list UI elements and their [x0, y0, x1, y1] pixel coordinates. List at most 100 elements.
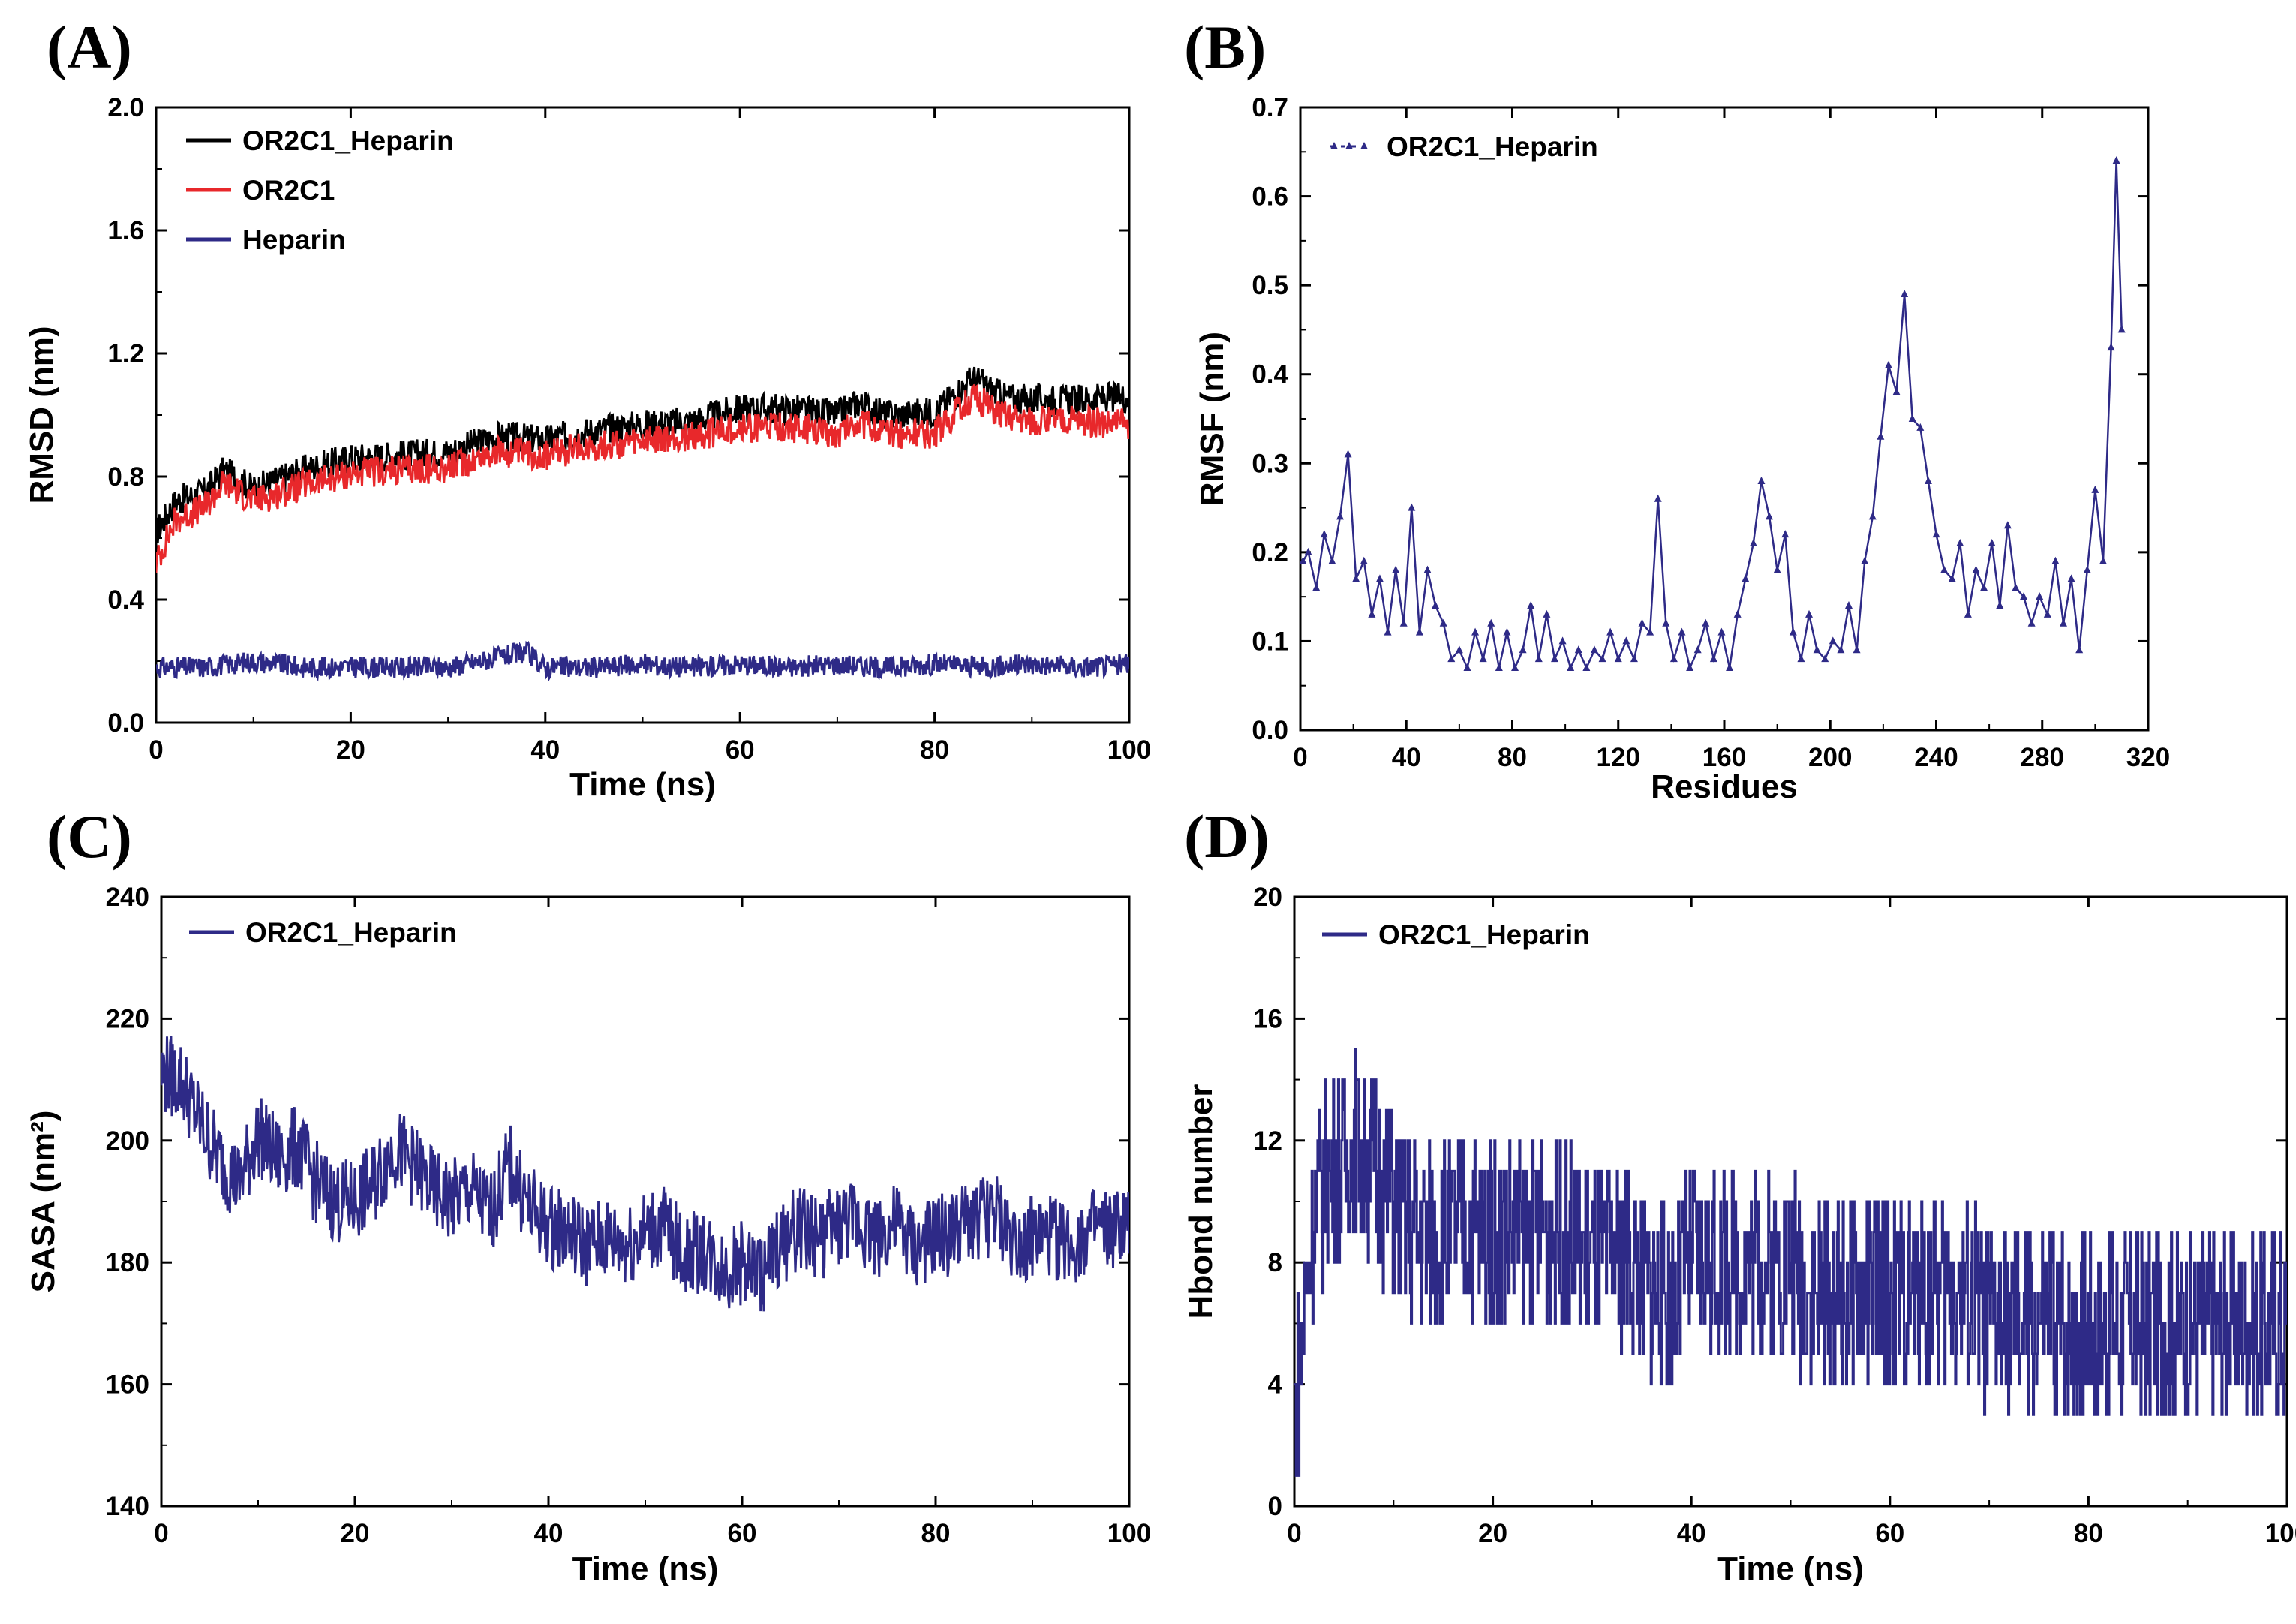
data-point-marker [1408, 503, 1416, 511]
data-point-marker [1622, 636, 1630, 645]
x-tick-label: 60 [728, 1519, 757, 1548]
y-tick-label: 0.6 [1252, 182, 1288, 212]
data-point-marker [1805, 609, 1813, 618]
x-tick-label: 40 [530, 735, 560, 765]
plot-frame [1299, 106, 2150, 732]
data-point-marker [1646, 627, 1654, 636]
data-point-marker [1884, 360, 1892, 368]
data-point-marker [1479, 654, 1487, 663]
data-point-marker [1511, 663, 1519, 671]
x-tick-label: 80 [2074, 1519, 2103, 1548]
legend-marker [1330, 142, 1338, 149]
data-point-marker [1304, 547, 1312, 555]
series-line-or2c1-heparin [1302, 161, 2123, 671]
y-tick-label: 0 [1268, 1492, 1282, 1521]
chart-c-sasa: 0 20 40 60 80 100 140 160 180 200 220 240 Time (ns) S… [25, 883, 1151, 1587]
data-point-marker [1686, 663, 1694, 671]
data-point-marker [1439, 618, 1447, 627]
data-point-marker [1829, 636, 1837, 645]
data-point-marker [1901, 290, 1909, 297]
y-tick-label: 0.3 [1252, 449, 1288, 478]
panel-label-c: (C) [47, 802, 132, 871]
data-point-marker [1877, 432, 1885, 440]
data-point-marker [1766, 512, 1774, 520]
data-point-marker [2036, 592, 2044, 600]
y-tick-label: 200 [106, 1126, 149, 1156]
data-point-marker [1669, 654, 1678, 663]
data-point-marker [1861, 556, 1869, 564]
data-point-marker [1678, 627, 1686, 636]
legend-label: OR2C1_Heparin [1378, 919, 1590, 950]
data-point-marker [1519, 645, 1527, 654]
data-point-marker [1328, 556, 1336, 564]
data-point-marker [1892, 387, 1901, 395]
legend-label: Heparin [242, 224, 346, 255]
data-point-marker [1415, 627, 1423, 636]
y-tick-label: 0.4 [1252, 360, 1288, 389]
data-point-marker [1813, 645, 1821, 654]
data-point-marker [1630, 654, 1638, 663]
data-point-marker [1693, 645, 1702, 654]
data-point-marker [1742, 574, 1750, 582]
y-tick-label: 140 [106, 1492, 149, 1521]
y-tick-label: 220 [106, 1004, 149, 1033]
data-point-marker [1344, 450, 1352, 458]
data-point-marker [1495, 663, 1503, 671]
data-point-marker [1384, 627, 1392, 636]
x-tick-label: 20 [336, 735, 365, 765]
data-point-marker [1726, 663, 1734, 671]
panel-label-d: (D) [1184, 802, 1270, 871]
y-tick-label: 160 [106, 1370, 149, 1400]
y-axis-title: RMSF (nm) [1194, 332, 1231, 506]
data-point-marker [1551, 654, 1558, 663]
series-line-or2c1-heparin [1294, 1048, 2287, 1477]
data-point-marker [1789, 627, 1797, 636]
data-point-marker [1853, 645, 1861, 654]
data-point-marker [1567, 663, 1575, 671]
series-line-or2c1 [156, 383, 1129, 573]
data-point-marker [1972, 565, 1980, 573]
data-point-marker [1773, 565, 1781, 573]
y-tick-label: 0.0 [107, 708, 144, 738]
data-point-marker [1868, 512, 1877, 520]
data-point-marker [2020, 592, 2028, 600]
series-line-or2c1-heparin [161, 1036, 1129, 1312]
y-tick-label: 12 [1253, 1126, 1282, 1156]
x-tick-label: 40 [1677, 1519, 1706, 1548]
legend-marker [1345, 142, 1353, 149]
data-point-marker [1821, 654, 1829, 663]
data-point-marker [1709, 654, 1717, 663]
x-tick-label: 200 [1808, 743, 1852, 772]
data-point-marker [1447, 654, 1456, 663]
data-point-marker [1702, 618, 1710, 627]
x-tick-label: 100 [2265, 1519, 2296, 1548]
x-tick-label: 80 [921, 1519, 951, 1548]
data-point-marker [1352, 574, 1360, 582]
legend-label: OR2C1_Heparin [1387, 131, 1598, 162]
y-tick-label: 0.4 [107, 585, 144, 615]
series-line-heparin [156, 640, 1129, 682]
data-point-marker [2117, 325, 2126, 333]
chart-d-hbond: 0 20 40 60 80 100 0 4 8 12 16 20 Time (ns) Hbond numb… [1183, 883, 2296, 1587]
x-tick-label: 40 [1392, 743, 1421, 772]
data-point-marker [1503, 627, 1511, 636]
data-point-marker [1924, 477, 1932, 484]
data-point-marker [1336, 512, 1344, 520]
data-point-marker [1590, 645, 1598, 654]
data-point-marker [1455, 645, 1463, 654]
x-axis-title: Time (ns) [569, 766, 716, 803]
x-tick-label: 0 [154, 1519, 168, 1548]
data-point-marker [1996, 601, 2004, 609]
legend-label: OR2C1_Heparin [245, 917, 457, 948]
y-tick-label: 0.0 [1252, 716, 1288, 745]
data-point-marker [1638, 618, 1646, 627]
legend-label: OR2C1_Heparin [242, 125, 454, 156]
panel-label-a: (A) [47, 13, 132, 81]
data-point-marker [1717, 627, 1726, 636]
data-point-marker [2003, 521, 2012, 529]
y-tick-label: 2.0 [107, 93, 144, 122]
data-point-marker [1375, 574, 1384, 582]
data-point-marker [1844, 601, 1853, 609]
x-tick-label: 280 [2021, 743, 2064, 772]
